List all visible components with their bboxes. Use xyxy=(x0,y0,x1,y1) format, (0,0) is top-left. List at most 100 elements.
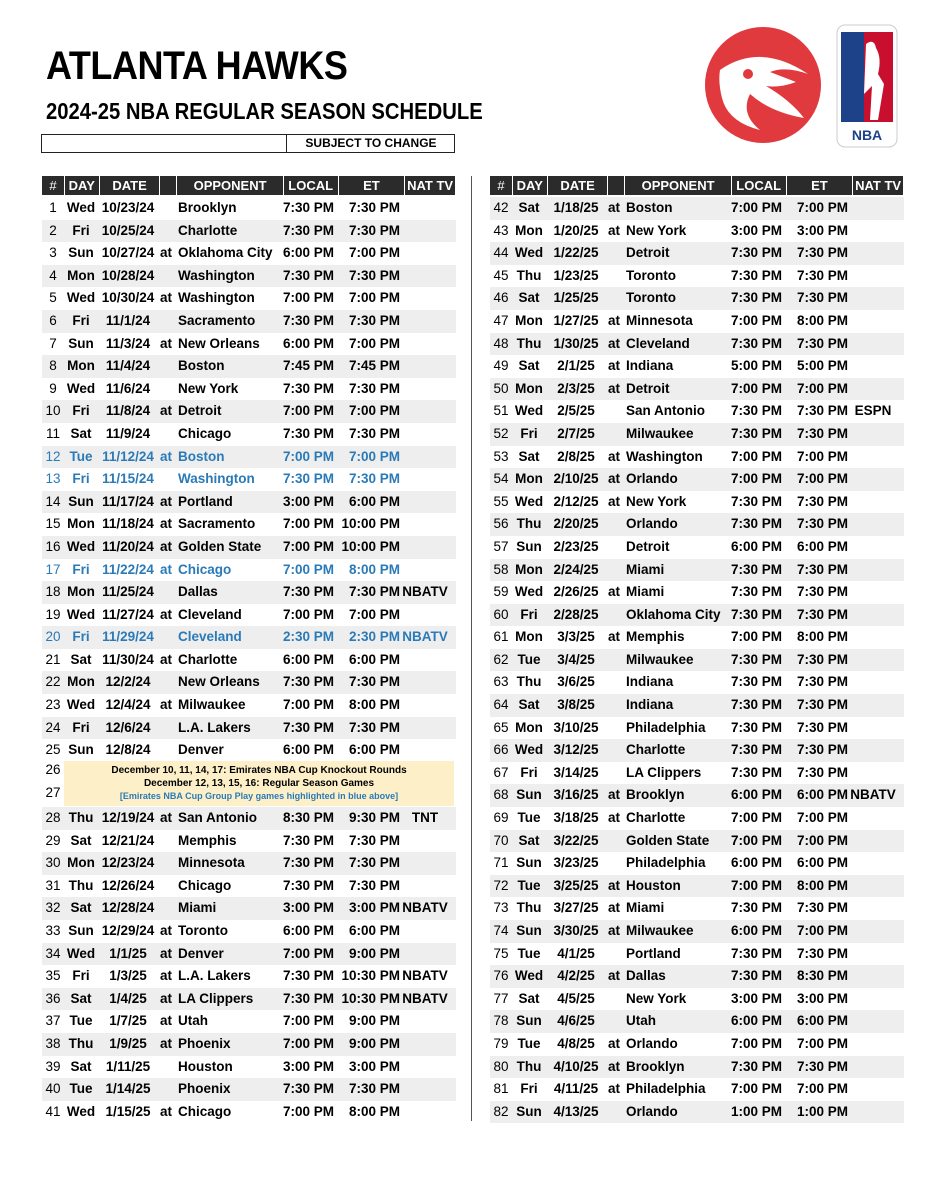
table-row: 14 Sun 11/17/24 at Portland 3:00 PM 6:00 PM xyxy=(42,490,456,514)
cell: Utah xyxy=(178,1013,208,1029)
cell: 7:30 PM xyxy=(730,764,782,780)
cell: 7:00 PM xyxy=(796,832,848,848)
cell: Wed xyxy=(514,403,544,419)
cell: 52 xyxy=(493,425,509,441)
cell: Sun xyxy=(516,538,542,554)
cell: Washington xyxy=(178,267,255,283)
cell: 35 xyxy=(45,968,61,984)
cell: Philadelphia xyxy=(626,719,706,735)
cell: 7:00 PM xyxy=(730,380,782,396)
table-row: 37 Tue 1/7/25 at Utah 7:00 PM 9:00 PM xyxy=(42,1010,456,1033)
cell xyxy=(848,717,898,740)
cell: 4/11/25 xyxy=(553,1081,599,1097)
cell: 1:00 PM xyxy=(730,1103,782,1119)
cell: 1:00 PM xyxy=(796,1103,848,1119)
cell: Tue xyxy=(517,651,541,667)
cell: 11/1/24 xyxy=(105,312,151,328)
cell: 7:00 PM xyxy=(730,877,782,893)
cell xyxy=(848,897,898,920)
table-row: 25 Sun 12/8/24 Denver 6:00 PM 6:00 PM xyxy=(42,739,456,762)
cell: 10:00 PM xyxy=(341,538,400,554)
cell: 7:00 PM xyxy=(282,1103,334,1119)
cell xyxy=(606,739,622,762)
cell xyxy=(606,536,622,559)
cell: 6:00 PM xyxy=(348,742,400,758)
table-row: 39 Sat 1/11/25 Houston 3:00 PM 3:00 PM xyxy=(42,1056,456,1079)
cell: 7:00 PM xyxy=(282,561,334,577)
cell: 3/14/25 xyxy=(553,764,599,780)
cell: 7:30 PM xyxy=(796,1058,848,1074)
cell xyxy=(400,649,450,672)
cell xyxy=(400,242,450,265)
cell xyxy=(848,694,898,717)
table-row: 46 Sat 1/25/25 Toronto 7:30 PM 7:30 PM xyxy=(490,287,904,310)
cell: 2/3/25 xyxy=(557,380,595,396)
cell: 7:00 PM xyxy=(730,1035,782,1051)
cell: at xyxy=(159,538,172,554)
cell: 15 xyxy=(45,516,61,532)
cell: Washington xyxy=(178,290,255,306)
table-header: # DAY DATE OPPONENT LOCAL ET NAT TV xyxy=(490,176,904,195)
cell: 10/25/24 xyxy=(101,222,155,238)
cell: 16 xyxy=(45,538,61,554)
cell: 9:00 PM xyxy=(348,945,400,961)
cell: at xyxy=(607,1058,620,1074)
table-row: 45 Thu 1/23/25 Toronto 7:30 PM 7:30 PM xyxy=(490,265,904,288)
cell: 7:30 PM xyxy=(730,719,782,735)
cell: Sat xyxy=(518,358,540,374)
cell: 12/23/24 xyxy=(101,855,155,871)
cell: Mon xyxy=(515,471,543,487)
cell: 7:30 PM xyxy=(796,900,848,916)
cell: 4/10/25 xyxy=(553,1058,599,1074)
cell: Wed xyxy=(514,742,544,758)
table-row: 17 Fri 11/22/24 at Chicago 7:00 PM 8:00 PM xyxy=(42,559,456,582)
cell: 3/10/25 xyxy=(553,719,599,735)
table-row: 72 Tue 3/25/25 at Houston 7:00 PM 8:00 PM xyxy=(490,874,904,898)
cell: 60 xyxy=(493,606,509,622)
cell: Sat xyxy=(70,900,92,916)
cell xyxy=(158,897,174,920)
cell: 7:00 PM xyxy=(282,1035,334,1051)
table-row: 20 Fri 11/29/24 Cleveland 2:30 PM 2:30 PM NBAT… xyxy=(42,626,456,649)
cell: San Antonio xyxy=(626,403,705,419)
cell: at xyxy=(607,877,620,893)
cell: Chicago xyxy=(178,561,232,577)
table-row: 78 Sun 4/6/25 Utah 6:00 PM 6:00 PM xyxy=(490,1010,904,1033)
cell: 7:30 PM xyxy=(730,267,782,283)
cell: 12/28/24 xyxy=(101,900,155,916)
cell: TNT xyxy=(411,810,439,826)
cell xyxy=(158,739,174,762)
cell: 7:30 PM xyxy=(348,425,400,441)
table-row: 11 Sat 11/9/24 Chicago 7:30 PM 7:30 PM xyxy=(42,423,456,446)
cell: Tue xyxy=(69,1013,93,1029)
table-row: 3 Sun 10/27/24 at Oklahoma City 6:00 PM 7:00 P… xyxy=(42,242,456,265)
cell xyxy=(158,1056,174,1079)
cell: Phoenix xyxy=(178,1081,231,1097)
cell: at xyxy=(607,584,620,600)
cell: at xyxy=(159,561,172,577)
cell: 7:30 PM xyxy=(348,832,400,848)
cell: at xyxy=(159,697,172,713)
table-row: 69 Tue 3/18/25 at Charlotte 7:00 PM 7:00 PM xyxy=(490,807,904,830)
cell: 7:30 PM xyxy=(730,697,782,713)
cell: 7:30 PM xyxy=(348,719,400,735)
cell: Sun xyxy=(516,1013,542,1029)
cell: 8:00 PM xyxy=(796,629,848,645)
table-row: 30 Mon 12/23/24 Minnesota 7:30 PM 7:30 PM xyxy=(42,852,456,875)
table-row: 66 Wed 3/12/25 Charlotte 7:30 PM 7:30 PM xyxy=(490,739,904,762)
cell: 3/16/25 xyxy=(553,787,599,803)
cell: Miami xyxy=(626,584,665,600)
cell xyxy=(400,513,450,536)
cell xyxy=(400,400,450,423)
cell: 11/20/24 xyxy=(102,538,154,554)
cell: 1/22/25 xyxy=(553,245,599,261)
cell: 7:30 PM xyxy=(730,335,782,351)
cell: 3:00 PM xyxy=(282,900,334,916)
cell: Toronto xyxy=(626,290,676,306)
cell: LA Clippers xyxy=(626,764,702,780)
cell: Orlando xyxy=(626,471,678,487)
cell: Washington xyxy=(178,471,255,487)
cell: 76 xyxy=(493,968,509,984)
cell: 10:30 PM xyxy=(341,990,400,1006)
